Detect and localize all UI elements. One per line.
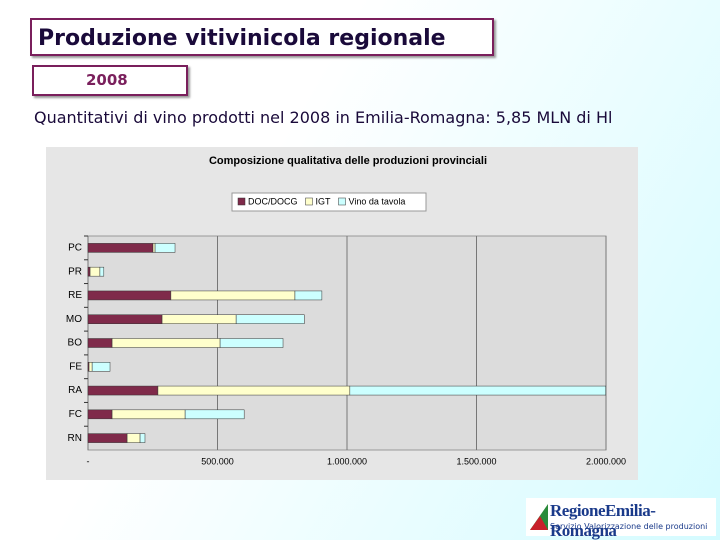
bar-segment (139, 433, 146, 443)
logo-name: RegioneEmilia-Romagna (550, 501, 656, 540)
x-tick-label: 2.000.000 (586, 456, 626, 466)
bar-segment (87, 385, 159, 396)
bar-segment (87, 266, 91, 277)
y-tick-label: RE (68, 290, 82, 301)
bar-segment (89, 266, 101, 277)
bar-segment (91, 362, 111, 372)
bar-segment (99, 266, 105, 277)
logo: RegioneEmilia-Romagna Servizio Valorizza… (526, 498, 716, 540)
bar-segment (87, 290, 172, 301)
slide-year: 2008 (32, 65, 188, 96)
x-tick-label: - (87, 456, 90, 466)
bar-segment (87, 314, 163, 324)
logo-icon (530, 504, 548, 530)
legend-swatch (237, 197, 246, 206)
y-tick-label: FC (69, 409, 82, 420)
bar-segment (126, 433, 141, 443)
legend-label: IGT (316, 196, 332, 206)
y-tick-label: MO (66, 314, 82, 325)
x-tick-label: 1.500.000 (456, 456, 496, 466)
bar-segment (170, 290, 296, 301)
bar-segment (349, 385, 606, 396)
bar-segment (87, 433, 128, 443)
bar-segment (294, 290, 323, 301)
y-tick-label: PC (68, 243, 82, 254)
y-tick-label: FE (69, 361, 82, 372)
bar-segment (154, 243, 176, 253)
bar-segment (111, 409, 186, 420)
legend-box (231, 192, 427, 212)
bar-segment (157, 385, 351, 396)
y-tick-label: RN (68, 433, 82, 444)
bar-segment (87, 243, 154, 253)
legend-label: Vino da tavola (349, 196, 406, 206)
x-tick-label: 500.000 (201, 456, 234, 466)
bar-segment (161, 314, 237, 324)
bar-segment (184, 409, 245, 420)
logo-subtitle: Servizio Valorizzazione delle produzioni (550, 522, 708, 531)
bar-segment (235, 314, 305, 324)
legend-swatch (305, 197, 313, 206)
slide-title: Produzione vitivinicola regionale (30, 18, 494, 56)
heading: Quantitativi di vino prodotti nel 2008 i… (34, 108, 613, 127)
bar-segment (87, 409, 113, 420)
x-tick-label: 1.000.000 (327, 456, 367, 466)
y-tick-label: PR (68, 266, 82, 277)
y-tick-label: RA (68, 385, 82, 396)
bar-segment (152, 243, 156, 253)
y-tick-label: BO (68, 338, 83, 349)
legend-swatch (338, 197, 346, 206)
bar-segment (111, 338, 221, 348)
bar-segment (87, 338, 113, 348)
bar-segment (88, 362, 93, 372)
legend-label: DOC/DOCG (248, 196, 298, 206)
chart-title: Composizione qualitativa delle produzion… (209, 155, 487, 167)
bar-segment (219, 338, 284, 348)
